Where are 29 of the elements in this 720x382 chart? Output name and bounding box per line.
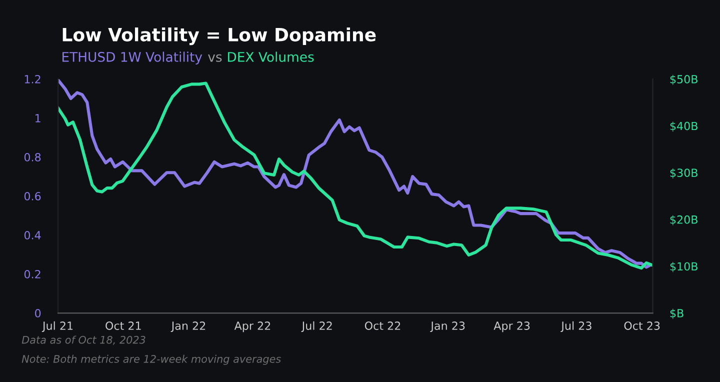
y-tick-label: 0.6	[24, 192, 41, 200]
y-tick-label: 0.4	[24, 230, 41, 240]
y2-tick-label: $30B	[670, 168, 698, 178]
y2-tick-label: $B	[670, 308, 684, 319]
x-tick-label: Oct 21	[106, 322, 141, 330]
x-tick-label: Apr 23	[494, 322, 530, 332]
text: Data as of Oct 18, 2023	[22, 336, 146, 345]
y2-tick-label: $10B	[670, 262, 698, 272]
x-tick-label: Jan 22	[170, 322, 206, 332]
x-tick-label: Oct 22	[364, 322, 400, 330]
y2-tick-label: $20B	[670, 215, 698, 226]
chart-subtitle: vs	[208, 54, 222, 62]
x-tick-label: Jul 21	[42, 321, 73, 332]
y-tick-label: 1	[36, 114, 40, 122]
y2-tick-label: $40B	[670, 122, 698, 132]
y-tick-label: 0.2	[24, 270, 40, 278]
x-tick-label: Jan 23	[430, 322, 465, 332]
y-tick-label: 0.8	[24, 153, 41, 162]
text: DEX Volumes	[228, 52, 314, 62]
x-tick-label: Apr 22	[234, 322, 270, 332]
x-tick-label: Jul 23	[560, 321, 592, 332]
x-tick-label: Oct 23	[624, 322, 660, 330]
y2-tick-label: $50B	[670, 74, 698, 85]
chart-title: Low Volatility = Low Dopamine	[62, 27, 376, 46]
text: Note: Both metrics are 12-week moving averages	[22, 354, 281, 365]
series-label: ETHUSD 1W Volatility	[62, 52, 202, 64]
x-tick-label: Jul 22	[301, 321, 332, 332]
y-tick-label: 0	[35, 308, 41, 318]
y-tick-label: 1.2	[24, 75, 40, 84]
